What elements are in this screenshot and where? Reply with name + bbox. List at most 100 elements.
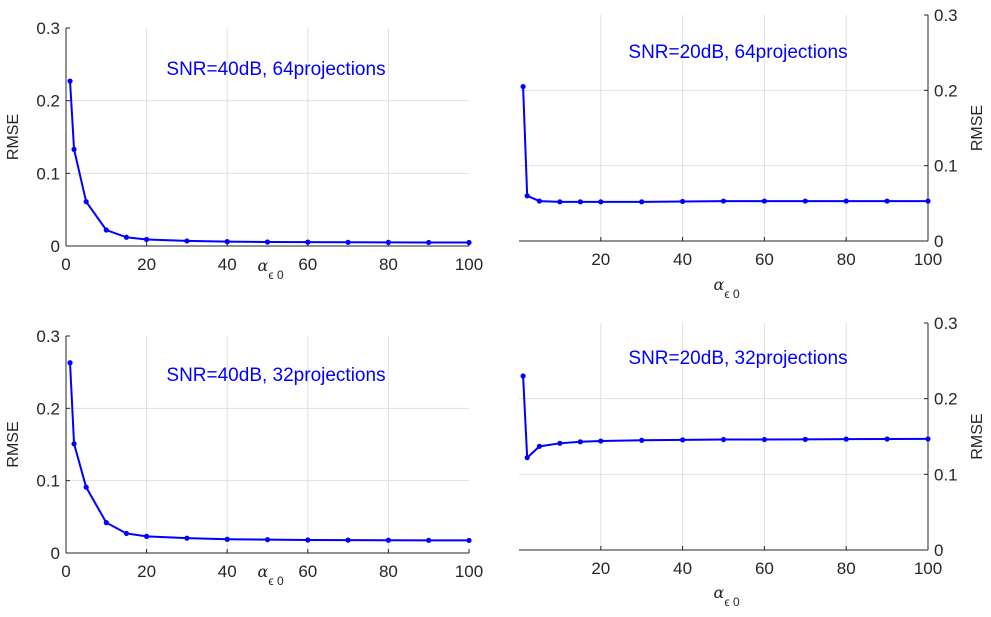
data-point xyxy=(345,537,351,543)
x-tick-label: 20 xyxy=(137,562,156,581)
x-tick-label: 80 xyxy=(837,559,856,578)
data-point xyxy=(598,199,604,205)
data-point xyxy=(67,360,73,366)
series-line xyxy=(69,80,470,244)
data-point xyxy=(224,239,230,245)
y-tick-label: 0.1 xyxy=(36,164,60,183)
data-point xyxy=(184,238,190,244)
y-tick-label: 0 xyxy=(934,541,943,560)
panel-annotation: SNR=40dB, 32projections xyxy=(166,365,385,386)
y-tick-label: 0.2 xyxy=(934,390,958,409)
data-point xyxy=(426,239,432,246)
data-point xyxy=(680,198,686,205)
data-point xyxy=(103,227,109,233)
series-line xyxy=(522,375,929,460)
panel-annotation: SNR=20dB, 32projections xyxy=(628,348,847,369)
data-point xyxy=(385,239,391,245)
subplot-1: 0 20 40 60 80 100 0 0.1 0.2 0.3 RMSE αϵ 0 SNR=40dB, … xyxy=(5,19,483,282)
x-tick-label: 80 xyxy=(379,562,398,581)
y-tick-label: 0.2 xyxy=(36,399,60,418)
x-tick-label: 0 xyxy=(61,562,70,581)
data-point xyxy=(224,536,230,542)
data-point xyxy=(466,239,472,246)
data-point xyxy=(83,484,89,490)
x-tick-label: 60 xyxy=(298,255,317,274)
y-tick-label: 0.1 xyxy=(934,157,958,176)
data-point xyxy=(761,198,768,204)
x-tick-label: 40 xyxy=(673,559,692,578)
y-tick-label: 0 xyxy=(934,232,943,251)
data-point xyxy=(598,438,604,444)
y-tick-label: 0.1 xyxy=(934,465,958,484)
data-point xyxy=(345,239,351,245)
data-point xyxy=(536,443,543,449)
data-point xyxy=(264,537,271,543)
data-point xyxy=(524,193,530,199)
x-tick-label: 40 xyxy=(673,250,692,269)
data-point xyxy=(761,436,768,443)
x-axis-label: αϵ 0 xyxy=(258,562,284,588)
data-point xyxy=(680,437,686,443)
x-tick-label: 20 xyxy=(137,255,156,274)
x-tick-label: 100 xyxy=(914,559,942,578)
y-axis-label: RMSE xyxy=(5,114,22,160)
data-point xyxy=(144,533,150,539)
data-point xyxy=(884,198,890,204)
x-tick-label: 60 xyxy=(755,250,774,269)
y-tick-label: 0.3 xyxy=(934,6,958,25)
data-point xyxy=(639,199,645,205)
data-point xyxy=(103,520,109,526)
data-point xyxy=(184,535,190,541)
data-point xyxy=(720,436,727,443)
y-tick-label: 0.3 xyxy=(36,327,60,346)
data-point xyxy=(557,199,563,205)
data-point xyxy=(925,198,931,204)
y-tick-label: 0 xyxy=(51,544,60,563)
data-point xyxy=(520,83,526,90)
data-point xyxy=(83,199,89,205)
y-tick-label: 0.1 xyxy=(36,472,60,491)
x-tick-label: 100 xyxy=(914,250,942,269)
y-tick-label: 0.2 xyxy=(36,92,60,111)
subplot-3: 0 20 40 60 80 100 0 0.1 0.2 0.3 RMSE αϵ 0 SNR=40dB, … xyxy=(5,327,483,588)
data-point xyxy=(639,437,645,443)
x-tick-label: 100 xyxy=(455,255,483,274)
data-point xyxy=(802,436,808,442)
data-point xyxy=(884,436,890,442)
x-tick-label: 60 xyxy=(755,559,774,578)
data-point xyxy=(123,530,130,537)
data-point xyxy=(557,440,563,446)
x-tick-label: 80 xyxy=(837,250,856,269)
x-axis-label: αϵ 0 xyxy=(714,583,740,609)
data-point xyxy=(843,198,849,204)
data-point xyxy=(71,441,77,447)
data-point xyxy=(802,198,808,204)
x-tick-label: 20 xyxy=(591,559,610,578)
x-axis-label: αϵ 0 xyxy=(258,256,284,282)
x-tick-label: 0 xyxy=(61,255,70,274)
data-point xyxy=(466,537,472,544)
x-tick-label: 80 xyxy=(379,255,398,274)
data-point xyxy=(520,373,526,379)
y-axis-label: RMSE xyxy=(969,105,986,151)
series-line xyxy=(522,86,928,203)
panel-annotation: SNR=40dB, 64projections xyxy=(166,59,385,80)
x-tick-label: 40 xyxy=(218,562,237,581)
y-tick-label: 0.3 xyxy=(36,19,60,38)
data-point xyxy=(305,239,311,245)
data-point xyxy=(426,537,432,543)
data-point xyxy=(577,199,583,205)
x-axis-label: αϵ 0 xyxy=(714,275,740,301)
data-point xyxy=(123,234,130,240)
data-point xyxy=(385,537,391,543)
x-tick-label: 20 xyxy=(591,250,610,269)
data-point xyxy=(67,78,73,84)
data-point xyxy=(264,239,271,245)
y-tick-label: 0.2 xyxy=(934,81,958,100)
series-line xyxy=(69,362,470,542)
x-tick-label: 60 xyxy=(298,562,317,581)
data-point xyxy=(843,436,849,442)
data-point xyxy=(536,198,543,204)
y-tick-label: 0.3 xyxy=(934,314,958,333)
y-axis-label: RMSE xyxy=(969,413,986,459)
